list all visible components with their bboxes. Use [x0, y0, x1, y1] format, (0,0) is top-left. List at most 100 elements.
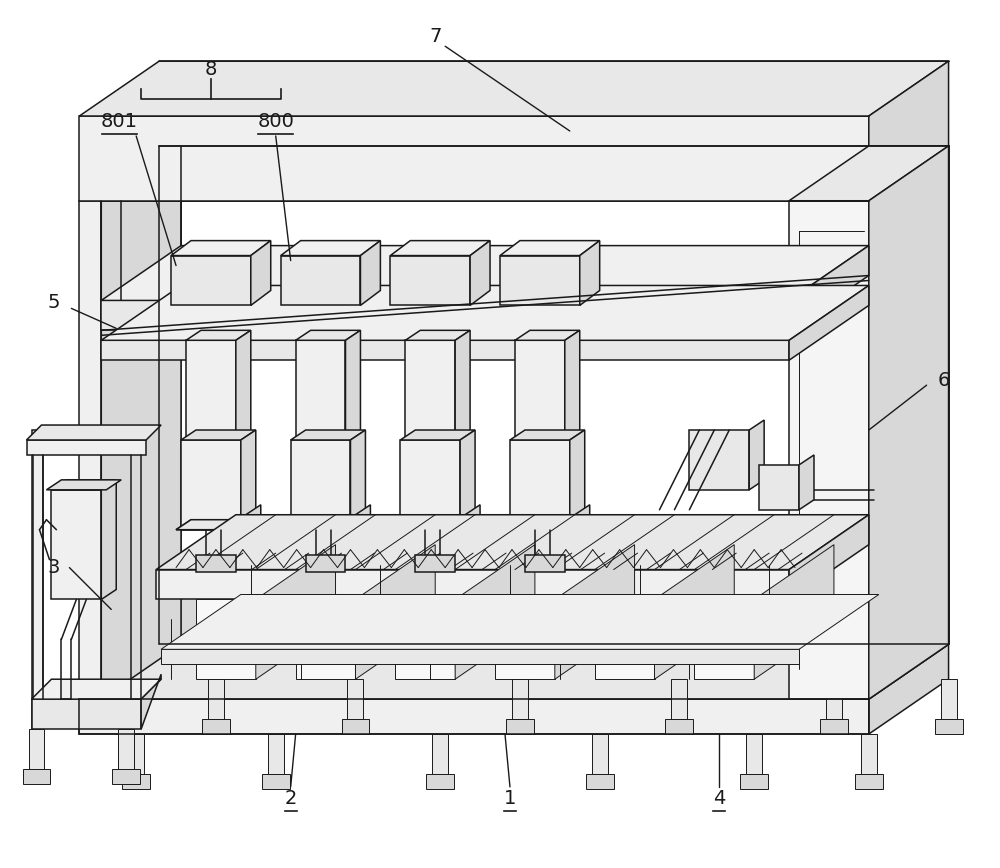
Polygon shape: [101, 480, 116, 600]
Polygon shape: [586, 774, 614, 789]
Polygon shape: [306, 555, 345, 571]
Polygon shape: [927, 146, 949, 644]
Polygon shape: [296, 340, 345, 440]
Text: 5: 5: [47, 293, 60, 312]
Polygon shape: [455, 544, 535, 680]
Polygon shape: [694, 600, 754, 680]
Polygon shape: [196, 555, 236, 571]
Polygon shape: [208, 680, 224, 719]
Polygon shape: [360, 240, 380, 306]
Polygon shape: [32, 430, 43, 729]
Polygon shape: [236, 331, 251, 440]
Polygon shape: [749, 420, 764, 490]
Text: 3: 3: [47, 558, 60, 577]
Polygon shape: [512, 680, 528, 719]
Polygon shape: [128, 734, 144, 774]
Polygon shape: [550, 600, 570, 699]
Polygon shape: [759, 465, 799, 510]
Polygon shape: [592, 734, 608, 774]
Polygon shape: [350, 430, 365, 529]
Polygon shape: [281, 240, 380, 255]
Polygon shape: [342, 719, 369, 734]
Polygon shape: [196, 600, 256, 680]
Polygon shape: [79, 644, 949, 699]
Polygon shape: [505, 520, 590, 529]
Polygon shape: [291, 600, 311, 699]
Polygon shape: [395, 600, 455, 680]
Polygon shape: [355, 544, 435, 680]
Polygon shape: [161, 600, 181, 699]
Polygon shape: [941, 680, 957, 719]
Text: 7: 7: [429, 27, 441, 46]
Polygon shape: [740, 774, 768, 789]
Polygon shape: [51, 480, 116, 490]
Polygon shape: [181, 430, 256, 440]
Polygon shape: [256, 544, 336, 680]
Polygon shape: [32, 699, 141, 729]
Polygon shape: [159, 146, 181, 644]
Polygon shape: [241, 430, 256, 529]
Polygon shape: [202, 719, 230, 734]
Polygon shape: [390, 240, 490, 255]
Polygon shape: [505, 520, 590, 529]
Polygon shape: [395, 520, 480, 529]
Text: 800: 800: [257, 111, 294, 130]
Polygon shape: [465, 505, 480, 529]
Polygon shape: [101, 340, 789, 360]
Polygon shape: [525, 555, 565, 571]
Polygon shape: [79, 62, 949, 116]
Polygon shape: [826, 680, 842, 719]
Polygon shape: [156, 569, 789, 600]
Polygon shape: [79, 699, 869, 734]
Polygon shape: [345, 331, 360, 440]
Text: 1: 1: [504, 789, 516, 808]
Polygon shape: [181, 544, 261, 699]
Polygon shape: [455, 331, 470, 440]
Polygon shape: [101, 246, 869, 300]
Text: 6: 6: [937, 371, 950, 390]
Polygon shape: [820, 719, 848, 734]
Polygon shape: [861, 734, 877, 774]
Polygon shape: [156, 515, 869, 569]
Polygon shape: [855, 774, 883, 789]
Polygon shape: [291, 440, 350, 529]
Polygon shape: [296, 600, 355, 680]
Polygon shape: [869, 62, 949, 201]
Text: 2: 2: [284, 789, 297, 808]
Polygon shape: [679, 600, 699, 699]
Polygon shape: [789, 201, 869, 699]
Polygon shape: [847, 201, 869, 699]
Polygon shape: [355, 505, 370, 529]
Polygon shape: [565, 331, 580, 440]
Polygon shape: [122, 774, 150, 789]
Polygon shape: [291, 430, 365, 440]
Polygon shape: [161, 649, 799, 664]
Polygon shape: [510, 440, 570, 529]
Polygon shape: [101, 300, 789, 331]
Polygon shape: [869, 644, 949, 734]
Polygon shape: [426, 774, 454, 789]
Polygon shape: [186, 340, 236, 440]
Polygon shape: [555, 544, 635, 680]
Polygon shape: [79, 201, 101, 699]
Polygon shape: [506, 719, 534, 734]
Polygon shape: [789, 286, 869, 360]
Polygon shape: [251, 240, 271, 306]
Polygon shape: [746, 734, 762, 774]
Polygon shape: [869, 146, 949, 699]
Polygon shape: [470, 240, 490, 306]
Polygon shape: [118, 729, 134, 769]
Polygon shape: [415, 555, 455, 571]
Polygon shape: [440, 544, 520, 699]
Polygon shape: [347, 680, 363, 719]
Polygon shape: [311, 544, 390, 699]
Polygon shape: [671, 680, 687, 719]
Polygon shape: [432, 734, 448, 774]
Polygon shape: [789, 515, 869, 600]
Polygon shape: [500, 255, 580, 306]
Polygon shape: [32, 680, 161, 699]
Polygon shape: [400, 430, 475, 440]
Polygon shape: [420, 600, 440, 699]
Polygon shape: [500, 240, 600, 255]
Text: 4: 4: [713, 789, 725, 808]
